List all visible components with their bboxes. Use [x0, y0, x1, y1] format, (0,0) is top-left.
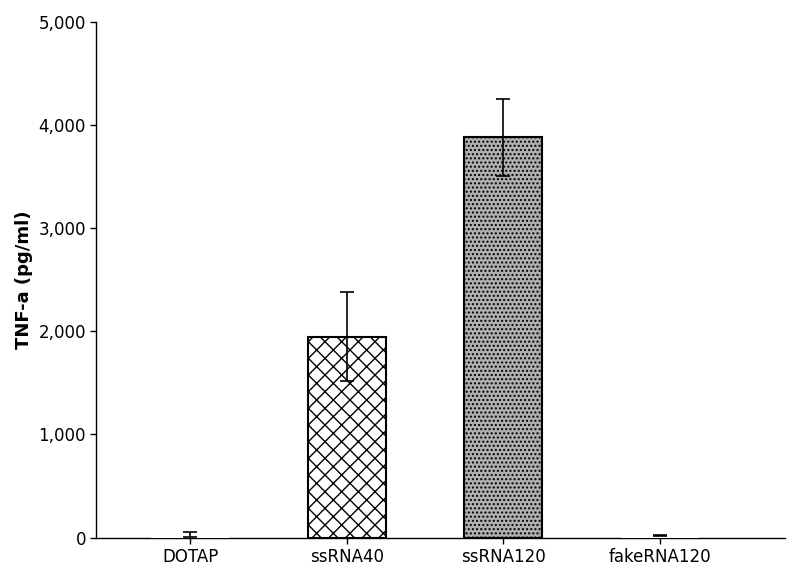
Y-axis label: TNF-a (pg/ml): TNF-a (pg/ml) — [15, 210, 33, 349]
Bar — [621, 536, 699, 537]
Bar — [464, 138, 542, 537]
Bar — [308, 336, 386, 537]
Bar — [151, 535, 230, 537]
